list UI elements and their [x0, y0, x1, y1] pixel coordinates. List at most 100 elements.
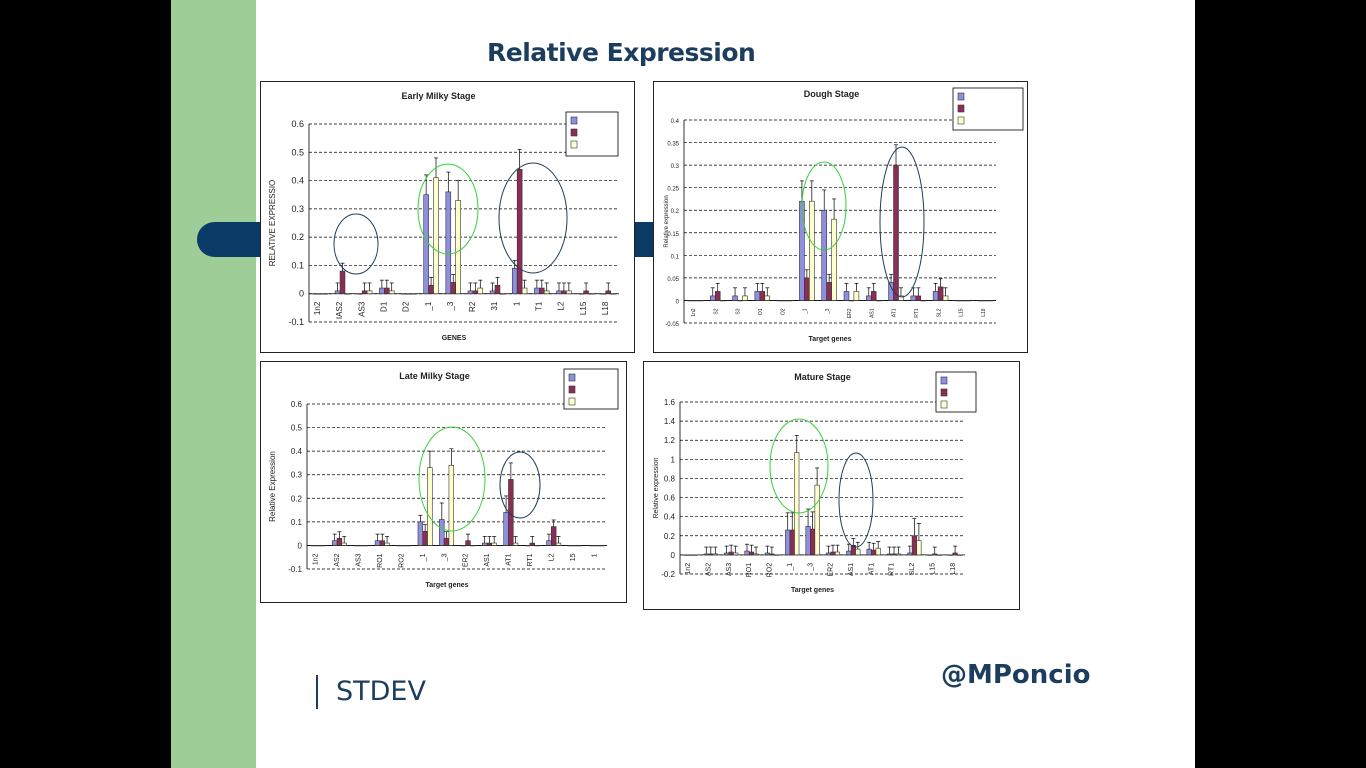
bar [853, 291, 860, 301]
x-tick-label: 31 [490, 301, 499, 310]
y-tick-label: 1.6 [664, 398, 676, 407]
y-tick-label: 0.05 [667, 277, 679, 283]
bar [317, 293, 324, 295]
bar [898, 295, 904, 301]
bar [907, 552, 913, 556]
bar [754, 291, 761, 301]
bar [334, 290, 341, 295]
bar [610, 293, 616, 295]
y-tick-label: 1.2 [664, 436, 676, 445]
bar [566, 290, 572, 295]
bar [776, 300, 783, 302]
bar [341, 542, 347, 546]
y-tick-label: 0.6 [291, 119, 304, 129]
chart-panel-dough: Dough Stage -0.05 0 0.05 0.1 0.15 0.2 0.25 0.3 0.… [653, 81, 1028, 353]
x-tick-label: O2 [780, 308, 786, 315]
bar [697, 300, 704, 302]
x-axis-label: GENES [442, 335, 467, 342]
green-side-tab [171, 0, 256, 768]
y-tick-label: 0 [298, 541, 303, 550]
bar [481, 542, 488, 546]
legend-swatch [568, 373, 576, 382]
chart-title: Dough Stage [804, 89, 860, 99]
legend-box [952, 87, 1024, 131]
bar [336, 538, 343, 546]
x-tick-label: 1n2 [313, 553, 320, 565]
bar [843, 291, 850, 301]
y-tick-label: 0.6 [291, 400, 303, 409]
bar [814, 484, 820, 556]
bar [932, 553, 938, 556]
bar [789, 529, 795, 556]
bar [799, 200, 805, 301]
bar [821, 209, 827, 301]
bar [362, 545, 369, 547]
bar [467, 290, 474, 295]
bar [450, 282, 456, 295]
highlight-ellipse [417, 163, 479, 255]
x-tick-label: RO1 [746, 563, 753, 578]
bar [794, 452, 800, 556]
x-tick-label: AS3 [356, 553, 363, 566]
bar [804, 277, 810, 301]
bar [534, 287, 540, 295]
bar [916, 540, 922, 556]
legend-swatch [957, 116, 965, 125]
bar [737, 300, 743, 302]
x-tick-label: 15 [570, 553, 577, 561]
bar [322, 293, 329, 295]
bar [511, 267, 518, 295]
chart-title: Mature Stage [794, 372, 851, 382]
legend-swatch [957, 104, 965, 113]
bar [714, 291, 721, 301]
bar [406, 293, 412, 295]
chart-panel-early-milky: Early Milky Stage -0.1 0 0.1 0.2 0.3 0.4 0.5 0.6… [260, 81, 635, 353]
bar [910, 295, 917, 301]
y-tick-label: 0.2 [664, 532, 676, 541]
y-tick-label: 0.4 [664, 513, 676, 522]
bar [870, 291, 877, 301]
x-tick-label: S3 [736, 308, 742, 314]
x-tick-label: _3 [446, 301, 455, 311]
bar [957, 554, 963, 556]
bar [433, 177, 439, 295]
y-tick-label: 0.35 [667, 142, 679, 148]
bar [888, 282, 894, 301]
bar [366, 290, 373, 295]
bar [826, 282, 832, 301]
bar [764, 552, 770, 556]
x-tick-label: L15 [579, 301, 588, 315]
chart-title: Late Milky Stage [399, 371, 470, 381]
bar [588, 293, 594, 295]
bar [825, 552, 831, 556]
x-tick-label: L15 [959, 308, 965, 317]
y-tick-label: 0.8 [664, 474, 676, 483]
bar [486, 542, 493, 546]
bar [374, 540, 381, 546]
bar [598, 545, 605, 547]
bar [605, 290, 611, 295]
legend-swatch [940, 376, 948, 385]
bar [477, 287, 484, 295]
chart-late-milky: Late Milky Stage -0.1 0 0.1 0.2 0.3 0.4 0.5 0.6 1… [268, 368, 619, 589]
y-tick-label: 0.2 [291, 232, 304, 242]
bar [920, 300, 927, 302]
x-tick-label: L2 [548, 553, 555, 561]
bar [312, 293, 319, 295]
bar [556, 290, 562, 295]
bar [422, 530, 428, 546]
bar [401, 293, 407, 295]
x-tick-label: _3 [825, 308, 831, 315]
highlight-ellipse [499, 451, 541, 519]
footer-divider [316, 675, 318, 709]
bar [728, 551, 734, 556]
bar [932, 291, 939, 301]
y-tick-label: 1 [671, 455, 676, 464]
bar [709, 295, 716, 301]
highlight-ellipse [333, 213, 379, 275]
y-tick-label: -0.1 [288, 565, 302, 574]
legend-swatch [568, 397, 576, 406]
bar [555, 542, 562, 546]
bar [572, 545, 578, 547]
y-axis-label: RELATIVE EXPRESSIO [268, 180, 277, 267]
